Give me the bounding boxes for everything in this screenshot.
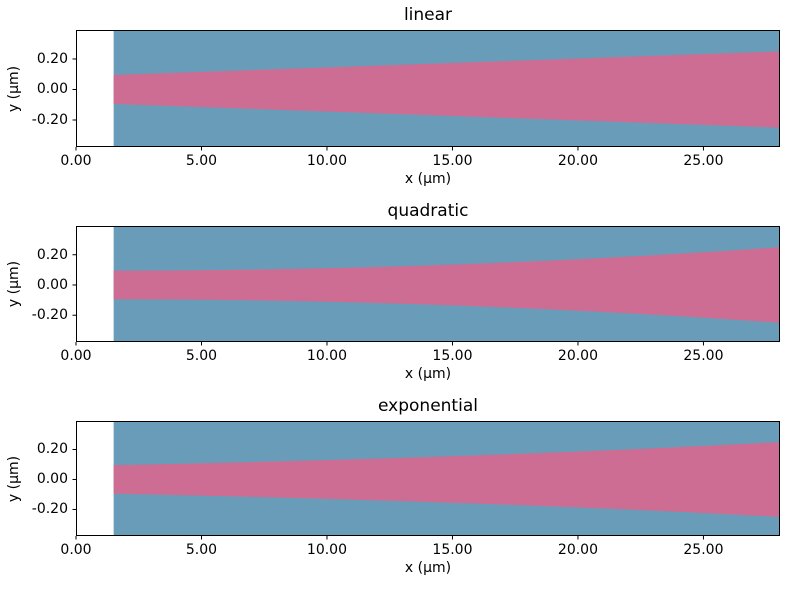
subplot-title: quadratic [387, 201, 469, 221]
axes-border [76, 30, 780, 147]
x-tick-label: 20.00 [557, 542, 598, 558]
x-tick-label: 15.00 [432, 348, 473, 364]
x-tick-label: 25.00 [683, 348, 724, 364]
subplot-title: exponential [378, 396, 478, 416]
axes-border [76, 421, 780, 536]
y-tick-label: 0.20 [36, 246, 68, 263]
core-taper-region [113, 441, 780, 517]
y-tick-label: 0.00 [36, 471, 68, 488]
x-axis-label: x (µm) [404, 366, 452, 382]
subplot-linear: linear 0.00 5.00 10.00 15.00 20.00 25.00 0.20 0.… [6, 5, 780, 187]
x-axis-label: x (µm) [404, 171, 452, 187]
x-axis-label: x (µm) [404, 560, 452, 576]
plot-area [72, 421, 780, 540]
x-tick-label: 10.00 [306, 153, 348, 169]
plot-area [72, 30, 780, 151]
y-tick-label: -0.20 [31, 307, 68, 324]
y-tick-label: 0.20 [36, 441, 68, 458]
x-tick-label: 5.00 [185, 348, 218, 364]
core-taper-region [113, 51, 780, 128]
x-tick-label: 25.00 [683, 542, 724, 558]
x-tick-label: 25.00 [683, 153, 724, 169]
x-tick-label: 10.00 [306, 348, 348, 364]
subplot-title: linear [403, 5, 453, 25]
x-tick-label: 15.00 [432, 153, 473, 169]
x-tick-label: 0.00 [60, 542, 92, 558]
x-tick-label: 0.00 [60, 348, 92, 364]
subplot-exponential: exponential 0.00 5.00 10.00 15.00 20.00 25.00 0… [6, 396, 780, 576]
x-tick-label: 20.00 [557, 348, 598, 364]
y-axis-label: y (µm) [6, 260, 22, 308]
y-tick-label: 0.00 [36, 276, 68, 293]
y-tick-label: -0.20 [31, 501, 68, 518]
y-tick-label: 0.20 [36, 50, 68, 67]
plot-area [72, 226, 780, 346]
subplot-quadratic: quadratic 0.00 5.00 10.00 15.00 20.00 25.00 0.2… [6, 201, 780, 382]
y-tick-label: 0.00 [36, 81, 68, 98]
x-tick-label: 10.00 [306, 542, 348, 558]
x-tick-label: 0.00 [60, 153, 92, 169]
y-axis-label: y (µm) [6, 455, 22, 502]
axes-border [76, 226, 780, 342]
x-tick-label: 5.00 [185, 542, 218, 558]
y-tick-label: -0.20 [31, 112, 68, 128]
core-taper-region [113, 247, 780, 323]
y-axis-label: y (µm) [6, 65, 22, 112]
x-tick-label: 20.00 [557, 153, 598, 169]
x-tick-label: 15.00 [432, 542, 473, 558]
x-tick-label: 5.00 [185, 153, 218, 169]
